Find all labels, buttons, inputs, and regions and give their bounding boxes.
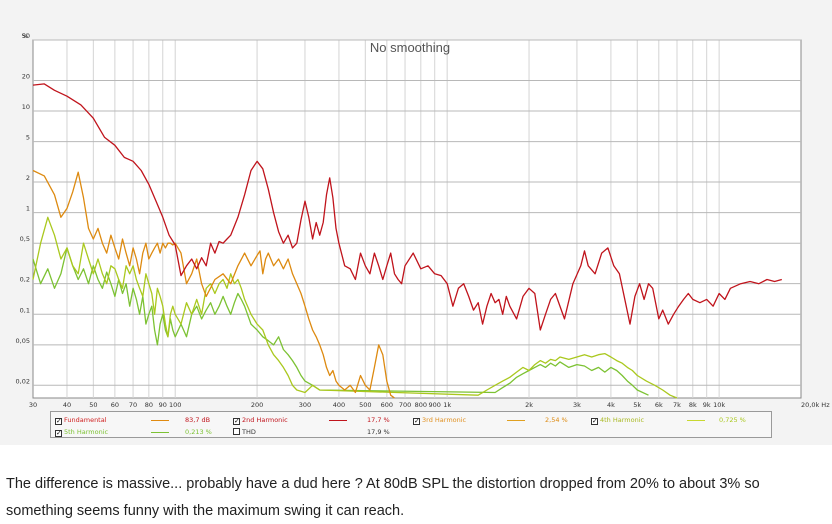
legend-label: 5th Harmonic (64, 428, 109, 436)
plot-area (32, 39, 802, 399)
legend-swatch (151, 420, 169, 421)
series-line (32, 83, 782, 331)
x-tick-label: 70 (129, 401, 137, 409)
x-tick-label: 500 (359, 401, 371, 409)
y-tick-label: 5 (26, 134, 30, 142)
y-tick-label: 0,1 (20, 306, 30, 314)
legend-swatch (151, 432, 169, 433)
x-tick-label: 1k (443, 401, 451, 409)
chart-area: 30 40 50 60 70 80 90 100 200 300 400 500 600 700 800 90… (0, 0, 832, 445)
x-tick-label: 100 (169, 401, 181, 409)
legend-label: THD (242, 428, 256, 436)
legend-item-fundamental[interactable]: ✓ Fundamental (55, 414, 107, 426)
x-tick-label: 2k (525, 401, 533, 409)
legend-value: 2,54 % (545, 416, 568, 424)
x-tick-label: 40 (63, 401, 71, 409)
legend-item-5th-harmonic[interactable]: ✓ 5th Harmonic (55, 426, 108, 438)
x-tick-label: 5k (633, 401, 641, 409)
y-tick-label: 2 (26, 174, 30, 182)
distortion-chart: 30 40 50 60 70 80 90 100 200 300 400 500 600 700 800 90… (16, 32, 831, 409)
x-tick-label: 30 (29, 401, 37, 409)
y-tick-label: 50 (22, 32, 30, 40)
legend-label: Fundamental (64, 416, 107, 424)
series-line (32, 169, 395, 399)
legend-value: 0,725 % (719, 416, 746, 424)
legend-value: 17,7 % (367, 416, 390, 424)
legend-checkbox[interactable]: ✓ (413, 417, 420, 425)
legend-value: 0,213 % (185, 428, 212, 436)
legend-checkbox[interactable]: ✓ (233, 417, 240, 425)
legend-label: 2nd Harmonic (242, 416, 288, 424)
x-tick-label: 8k (689, 401, 697, 409)
x-tick-label: 80 (145, 401, 153, 409)
series-line (32, 247, 649, 396)
legend-item-4th-harmonic[interactable]: ✓ 4th Harmonic (591, 414, 644, 426)
y-tick-label: 10 (22, 103, 30, 111)
legend-item-thd[interactable]: THD (233, 426, 256, 438)
legend-label: 3rd Harmonic (422, 416, 467, 424)
x-tick-label: 20,0k Hz (801, 401, 830, 409)
legend-swatch (329, 420, 347, 421)
legend-checkbox[interactable]: ✓ (55, 429, 62, 437)
x-tick-label: 900 (429, 401, 441, 409)
chart-legend: ✓ Fundamental 83,7 dB ✓ 2nd Harmonic 17,7 … (50, 411, 772, 438)
legend-swatch (687, 420, 705, 421)
x-tick-label: 600 (381, 401, 393, 409)
legend-item-3rd-harmonic[interactable]: ✓ 3rd Harmonic (413, 414, 466, 426)
y-tick-label: 0,02 (16, 377, 30, 385)
y-tick-label: 0,5 (20, 235, 30, 243)
x-tick-label: 60 (111, 401, 119, 409)
x-tick-label: 50 (89, 401, 97, 409)
legend-checkbox[interactable] (233, 428, 240, 435)
x-tick-label: 200 (251, 401, 263, 409)
legend-value: 83,7 dB (185, 416, 211, 424)
y-tick-label: 1 (26, 205, 30, 213)
legend-label: 4th Harmonic (600, 416, 645, 424)
x-tick-label: 400 (333, 401, 345, 409)
y-tick-label: 0,2 (20, 276, 30, 284)
y-tick-label: 20 (22, 72, 30, 80)
legend-checkbox[interactable]: ✓ (55, 417, 62, 425)
x-tick-label: 6k (655, 401, 663, 409)
y-unit-label: % (22, 32, 28, 40)
x-tick-label: 800 (415, 401, 427, 409)
post-body-text: The difference is massive... probably ha… (6, 476, 760, 519)
x-tick-label: 9k (703, 401, 711, 409)
x-tick-label: 4k (607, 401, 615, 409)
x-tick-label: 3k (573, 401, 581, 409)
x-tick-label: 90 (159, 401, 167, 409)
x-tick-label: 700 (399, 401, 411, 409)
legend-item-2nd-harmonic[interactable]: ✓ 2nd Harmonic (233, 414, 288, 426)
x-tick-label: 7k (673, 401, 681, 409)
legend-checkbox[interactable]: ✓ (591, 417, 598, 425)
x-tick-label: 300 (299, 401, 311, 409)
legend-value: 17,9 % (367, 428, 390, 436)
y-tick-label: 0,05 (16, 337, 30, 345)
chart-title: No smoothing (370, 40, 450, 55)
legend-swatch (507, 420, 525, 421)
x-tick-label: 10k (713, 401, 725, 409)
